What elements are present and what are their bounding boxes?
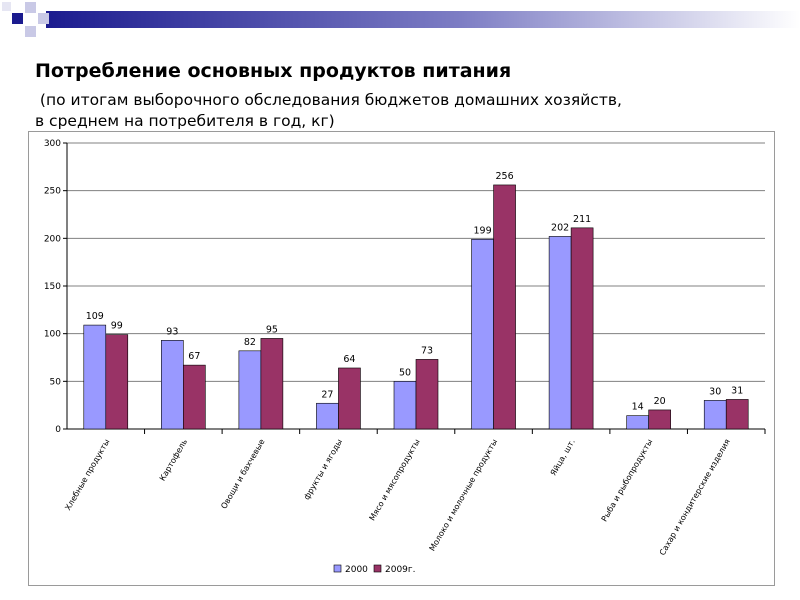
category-label: Сахар и кондитерские изделия bbox=[658, 437, 732, 557]
data-label: 82 bbox=[244, 337, 256, 348]
bar-2000 bbox=[316, 402, 339, 430]
data-label: 14 bbox=[632, 402, 644, 413]
data-label: 50 bbox=[399, 367, 411, 378]
bar-2000 bbox=[548, 236, 572, 430]
data-label: 99 bbox=[111, 321, 123, 332]
chart-area: 0 50 100 150 200 250 300 109 99 Хлебные продукты 9… bbox=[28, 131, 775, 586]
y-tick-label: 300 bbox=[44, 139, 61, 149]
category-label: фрукты и ягоды bbox=[302, 438, 344, 502]
data-label: 31 bbox=[731, 385, 743, 396]
legend-label-2000: 2000 bbox=[345, 565, 368, 575]
y-tick-label: 150 bbox=[44, 282, 61, 292]
bar-2000 bbox=[83, 324, 107, 430]
bar-2000 bbox=[238, 350, 262, 430]
bar-2009 bbox=[338, 367, 361, 430]
category-label: Яйца, шт. bbox=[549, 438, 577, 478]
data-label: 109 bbox=[86, 311, 104, 322]
slide-title: Потребление основных продуктов питания bbox=[35, 60, 512, 82]
bar-2009 bbox=[183, 364, 206, 430]
y-tick-label: 0 bbox=[55, 425, 61, 435]
data-label: 73 bbox=[421, 345, 433, 356]
bar-2009 bbox=[570, 227, 594, 430]
bar-2009 bbox=[648, 409, 671, 430]
data-label: 30 bbox=[709, 386, 721, 397]
data-label: 93 bbox=[166, 326, 178, 337]
legend-label-2009: 2009г. bbox=[385, 565, 416, 575]
bar-2009 bbox=[725, 399, 749, 430]
bar-2000 bbox=[626, 415, 649, 430]
subtitle-line-1: (по итогам выборочного обследования бюдж… bbox=[35, 91, 622, 109]
category-label: Мясо и мясопродукты bbox=[368, 438, 422, 523]
category-label: Хлебные продукты bbox=[63, 438, 111, 512]
data-label: 211 bbox=[573, 214, 591, 225]
bar-2000 bbox=[393, 381, 417, 430]
category-label: Овощи и бахчевые bbox=[219, 437, 266, 510]
bar-2009 bbox=[105, 334, 129, 430]
data-label: 95 bbox=[266, 324, 278, 335]
data-label: 199 bbox=[473, 225, 491, 236]
y-tick-label: 100 bbox=[44, 330, 61, 340]
bar-chart: 0 50 100 150 200 250 300 109 99 Хлебные продукты 9… bbox=[44, 139, 766, 575]
category-label: Рыба и рыбопродукты bbox=[600, 438, 655, 524]
bar-2009 bbox=[493, 184, 516, 430]
subtitle-line-2: в среднем на потребителя в год, кг) bbox=[35, 112, 335, 130]
legend-swatch-2000 bbox=[333, 564, 342, 573]
bar-2009 bbox=[415, 359, 439, 430]
bar-2000 bbox=[161, 340, 184, 430]
category-label: Картофель bbox=[158, 437, 189, 482]
data-label: 202 bbox=[551, 222, 569, 233]
data-label: 27 bbox=[321, 389, 333, 400]
y-tick-label: 200 bbox=[44, 234, 61, 244]
bar-2009 bbox=[260, 338, 284, 430]
data-label: 256 bbox=[495, 171, 513, 182]
legend-swatch-2009 bbox=[373, 564, 382, 573]
bar-2000 bbox=[703, 400, 727, 430]
y-tick-label: 250 bbox=[44, 187, 61, 197]
slide-subtitle: (по итогам выборочного обследования бюдж… bbox=[35, 90, 622, 132]
category-label: Молоко и молочные продукты bbox=[428, 438, 500, 553]
bar-2000 bbox=[471, 238, 494, 430]
y-tick-label: 50 bbox=[50, 377, 62, 387]
data-label: 20 bbox=[654, 396, 666, 407]
header-decoration bbox=[2, 2, 800, 37]
data-label: 67 bbox=[188, 351, 200, 362]
data-label: 64 bbox=[343, 354, 355, 365]
